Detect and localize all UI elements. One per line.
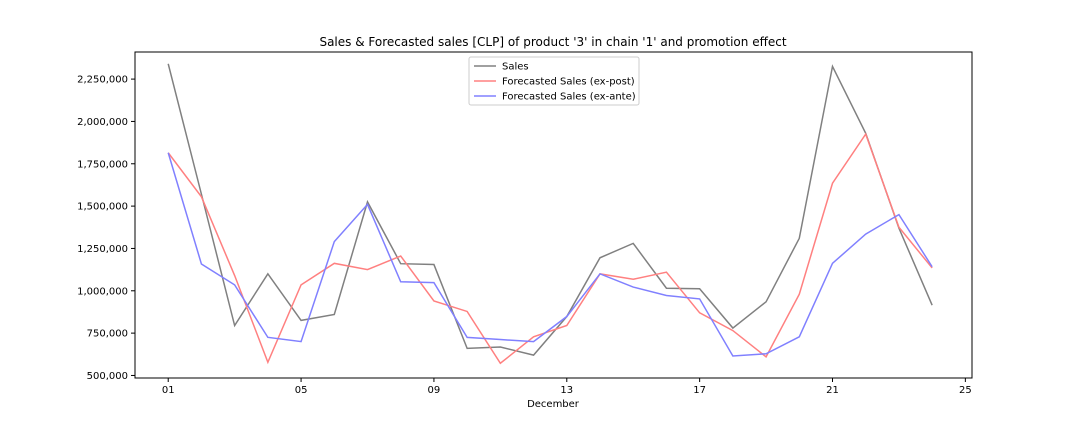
y-tick-label: 2,000,000 [77,117,128,128]
legend-label-1: Forecasted Sales (ex-post) [502,77,635,88]
y-tick-label: 500,000 [87,371,128,382]
x-tick-label: 05 [295,385,308,396]
x-tick-label: 09 [428,385,441,396]
x-tick-label: 25 [959,385,972,396]
legend: Sales Forecasted Sales (ex-post) Forecaste… [468,56,640,106]
y-tick-label: 1,500,000 [77,202,128,213]
y-tick-label: 1,250,000 [77,244,128,255]
x-tick-label: 13 [560,385,573,396]
x-axis-label: December [527,399,580,410]
y-tick-label: 750,000 [87,329,128,340]
plot-area: 01 05 09 13 17 21 25 500,000 750,000 1,000,000 1,2… [77,51,973,396]
x-tick-label: 01 [162,385,175,396]
y-tick-label: 2,250,000 [77,75,128,86]
series-line-0 [167,63,933,356]
plot-frame [134,51,973,379]
series-line-2 [167,152,933,357]
legend-label-2: Forecasted Sales (ex-ante) [502,92,636,103]
legend-label-0: Sales [502,62,529,73]
x-tick-label: 17 [693,385,706,396]
x-tick-label: 21 [826,385,839,396]
chart-title: Sales & Forecasted sales [CLP] of produc… [319,35,786,49]
y-tick-label: 1,750,000 [77,159,128,170]
series-line-1 [167,132,933,365]
legend-box [468,56,640,106]
y-tick-label: 1,000,000 [77,286,128,297]
